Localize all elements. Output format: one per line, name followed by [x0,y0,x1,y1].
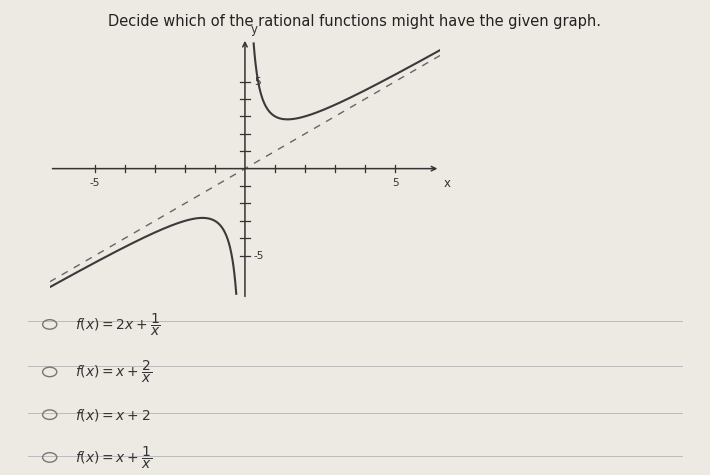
Text: 5: 5 [254,76,261,86]
Text: 5: 5 [392,178,398,188]
Text: $f(x) = 2x + \dfrac{1}{x}$: $f(x) = 2x + \dfrac{1}{x}$ [75,311,160,338]
Text: x: x [443,177,450,190]
Text: $f(x) = x + \dfrac{1}{x}$: $f(x) = x + \dfrac{1}{x}$ [75,444,151,471]
Text: $f(x) = x + \dfrac{2}{x}$: $f(x) = x + \dfrac{2}{x}$ [75,359,151,385]
Text: $f(x) = x + 2$: $f(x) = x + 2$ [75,407,150,423]
Text: Decide which of the rational functions might have the given graph.: Decide which of the rational functions m… [109,14,601,29]
Text: y: y [251,23,258,36]
Text: -5: -5 [254,251,264,261]
Text: -5: -5 [89,178,100,188]
